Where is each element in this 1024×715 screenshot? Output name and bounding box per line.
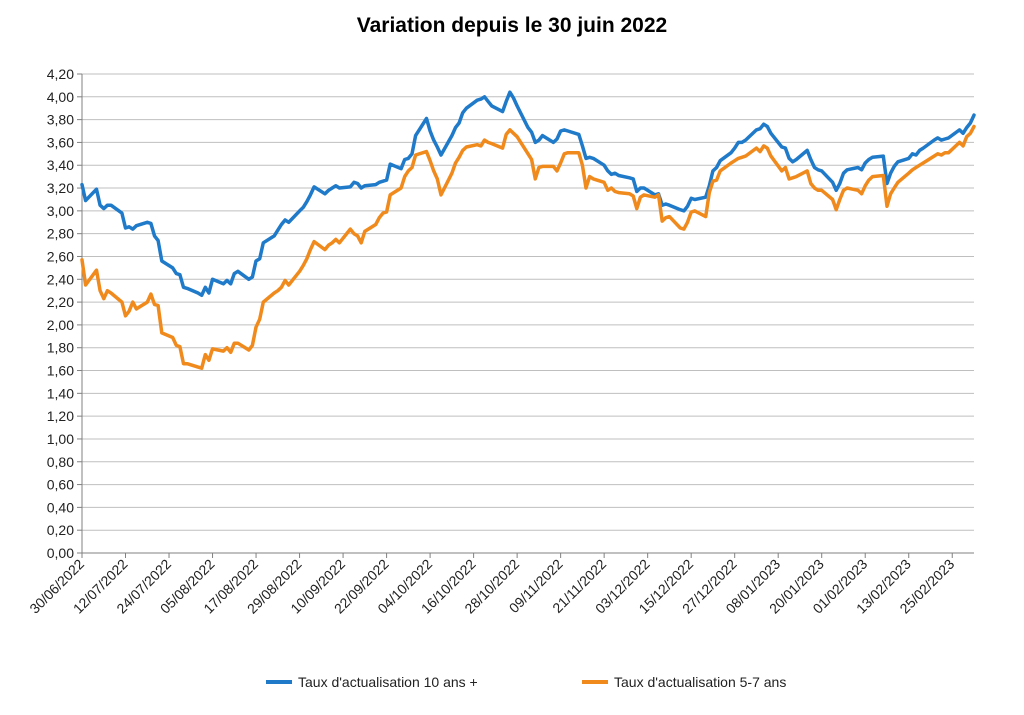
y-tick-label: 3,60 (47, 134, 74, 150)
y-tick-label: 1,60 (47, 363, 74, 379)
y-tick-label: 0,00 (47, 545, 74, 561)
y-tick-label: 1,00 (47, 431, 74, 447)
legend-item-series-2: Taux d'actualisation 5-7 ans (582, 674, 786, 690)
y-tick-label: 0,20 (47, 522, 74, 538)
y-tick-label: 0,60 (47, 477, 74, 493)
y-tick-label: 2,20 (47, 294, 74, 310)
series-lines (80, 90, 976, 370)
legend-item-series-1: Taux d'actualisation 10 ans + (266, 674, 478, 690)
y-tick-label: 2,00 (47, 317, 74, 333)
legend-swatch-series-2 (582, 680, 608, 684)
y-tick-label: 2,80 (47, 226, 74, 242)
y-tick-label: 0,40 (47, 499, 74, 515)
y-tick-label: 3,40 (47, 157, 74, 173)
y-tick-label: 3,20 (47, 180, 74, 196)
series-line-2 (80, 124, 976, 370)
y-tick-label: 4,20 (47, 66, 74, 82)
gridlines (82, 73, 974, 554)
legend-swatch-series-1 (266, 680, 292, 684)
y-tick-label: 3,80 (47, 112, 74, 128)
legend-label-series-2: Taux d'actualisation 5-7 ans (614, 674, 787, 690)
legend-label-series-1: Taux d'actualisation 10 ans + (298, 674, 478, 690)
y-tick-label: 0,80 (47, 454, 74, 470)
y-tick-label: 1,80 (47, 340, 74, 356)
y-tick-label: 1,40 (47, 385, 74, 401)
y-tick-label: 1,20 (47, 408, 74, 424)
chart-title: Variation depuis le 30 juin 2022 (356, 14, 668, 37)
y-tick-label: 4,00 (47, 89, 74, 105)
y-tick-label: 3,00 (47, 203, 74, 219)
y-tick-label: 2,60 (47, 248, 74, 264)
series-line-1 (80, 90, 976, 298)
y-tick-label: 2,40 (47, 271, 74, 287)
